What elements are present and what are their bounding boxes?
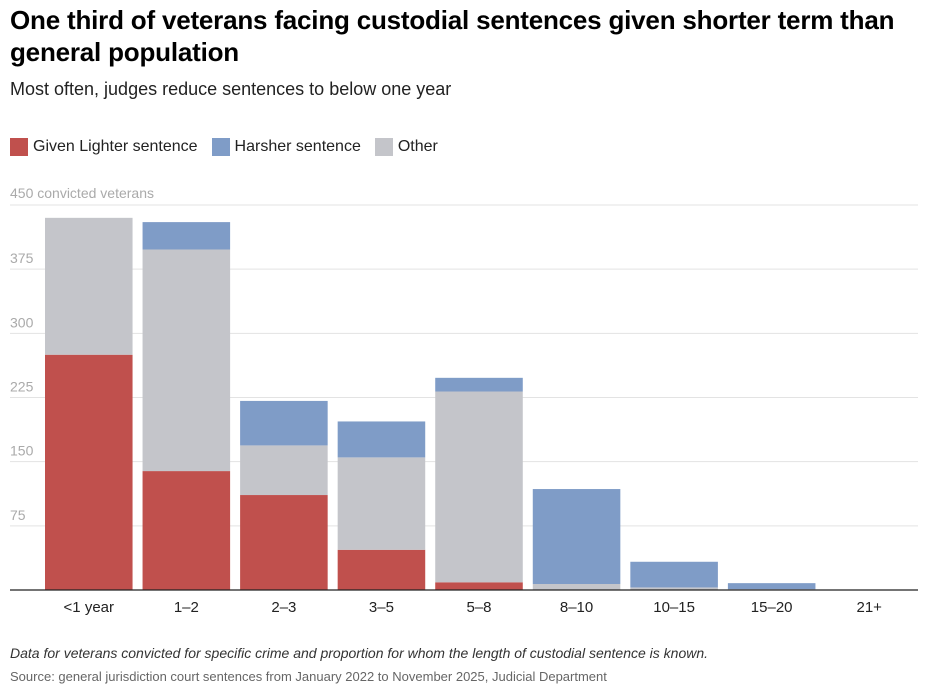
x-tick-label: 5–8 <box>466 599 491 616</box>
x-tick-label: 21+ <box>856 599 882 616</box>
x-tick-label: 1–2 <box>174 599 199 616</box>
bar-harsher-sentence <box>337 421 426 458</box>
bar-harsher-sentence <box>727 583 816 590</box>
legend-swatch-other <box>374 138 393 156</box>
x-tick-label: 10–15 <box>653 599 695 616</box>
y-tick-label: 375 <box>10 250 34 266</box>
x-tick-label: 15–20 <box>751 599 793 616</box>
footnote: Data for veterans convicted for specific… <box>10 645 709 661</box>
legend-item-lighter: Given Lighter sentence <box>10 138 198 156</box>
x-tick-label: 3–5 <box>369 599 394 616</box>
legend-item-other: Other <box>374 138 438 156</box>
bar-other <box>45 217 133 355</box>
bar-harsher-sentence <box>142 222 231 250</box>
bar-given-lighter-sentence <box>337 549 426 590</box>
bar-other <box>240 445 328 496</box>
bar-given-lighter-sentence <box>435 582 523 590</box>
bar-harsher-sentence <box>240 400 328 446</box>
source-note: Source: general jurisdiction court sente… <box>10 669 607 684</box>
bar-harsher-sentence <box>532 489 621 585</box>
x-tick-label: <1 year <box>64 599 114 616</box>
legend: Given Lighter sentence Harsher sentence … <box>10 138 438 156</box>
bar-other <box>435 391 523 583</box>
y-tick-label: 300 <box>10 314 34 330</box>
bar-given-lighter-sentence <box>45 354 133 590</box>
chart-subtitle: Most often, judges reduce sentences to b… <box>10 79 452 99</box>
chart-title: One third of veterans facing custodial s… <box>10 5 895 67</box>
bar-other <box>630 587 718 590</box>
y-tick-label: 225 <box>10 379 34 395</box>
y-tick-label: 150 <box>10 443 34 459</box>
bar-harsher-sentence <box>435 377 523 392</box>
bar-harsher-sentence <box>630 561 718 588</box>
legend-label-other: Other <box>397 138 438 155</box>
bar-given-lighter-sentence <box>240 495 328 590</box>
legend-item-harsher: Harsher sentence <box>211 138 361 156</box>
x-tick-label: 8–10 <box>560 599 593 616</box>
stacked-bar-chart: 75 150 225 300 375 450 convicted veterans <1 y… <box>10 185 918 616</box>
bar-given-lighter-sentence <box>142 471 231 590</box>
bar-other <box>142 249 231 472</box>
legend-swatch-harsher <box>211 138 230 156</box>
bar-other <box>532 584 621 590</box>
legend-swatch-lighter <box>10 138 28 156</box>
y-tick-label: 75 <box>10 507 26 523</box>
y-axis-top-label: 450 convicted veterans <box>10 185 154 201</box>
bar-other <box>337 457 426 550</box>
legend-label-harsher: Harsher sentence <box>234 138 361 155</box>
x-tick-label: 2–3 <box>271 599 296 616</box>
legend-label-lighter: Given Lighter sentence <box>33 138 198 155</box>
